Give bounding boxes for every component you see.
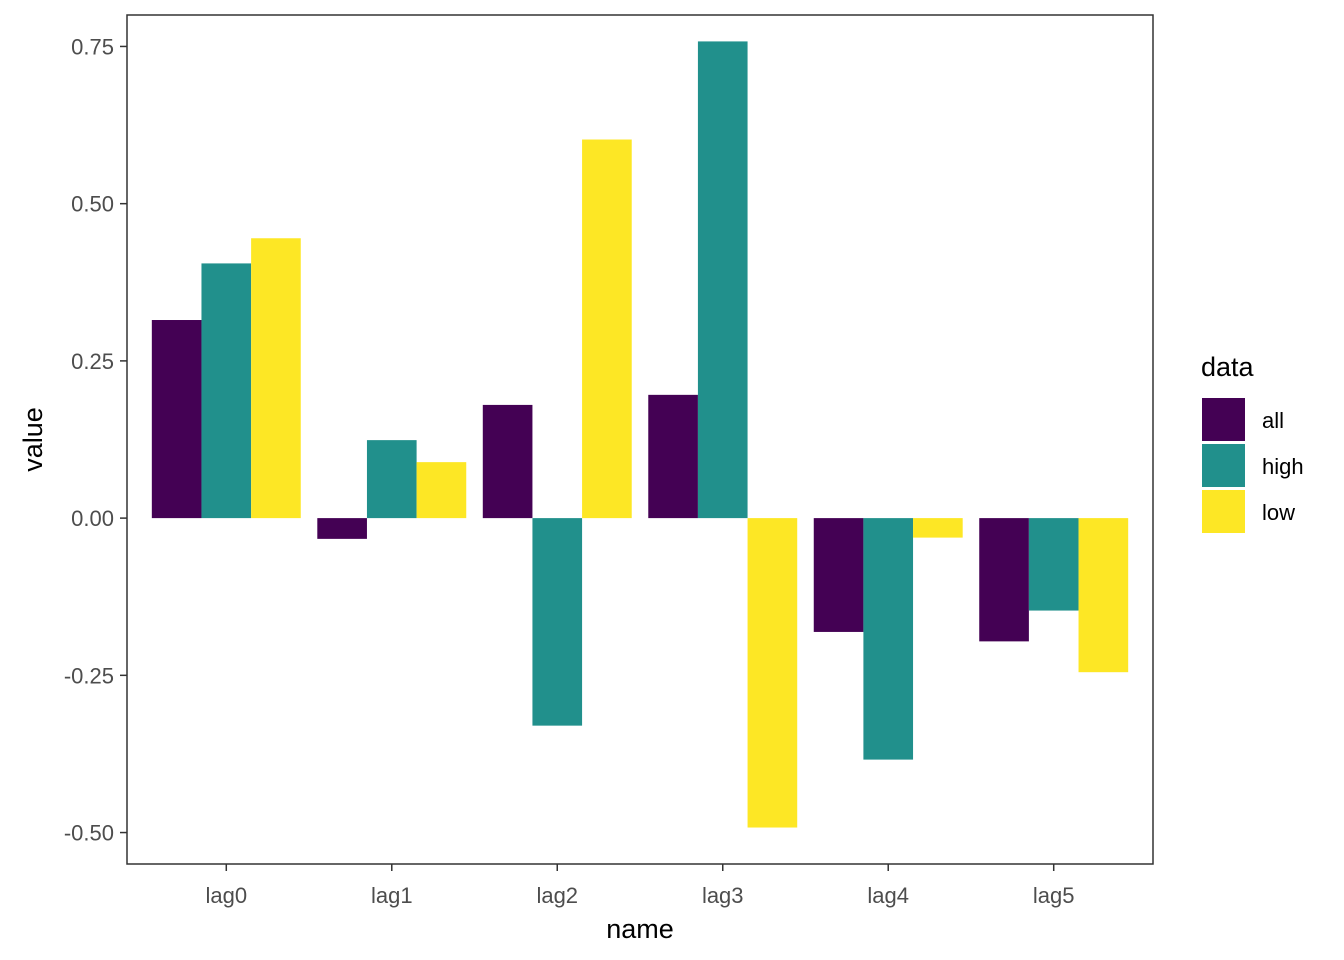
y-tick-label: 0.75 [71, 34, 114, 59]
bar-lag4-all [813, 518, 864, 632]
x-axis: lag0 lag1 lag2 lag3 lag4 lag5 [205, 864, 1075, 908]
legend-key-high [1202, 444, 1245, 487]
x-tick-label: lag1 [371, 883, 413, 908]
panel-border [126, 14, 1154, 865]
legend-title: data [1201, 352, 1255, 382]
y-tick-label: 0.25 [71, 349, 114, 374]
bar-lag5-low [1078, 518, 1129, 673]
bar-lag1-all [317, 518, 367, 539]
bar-lag2-all [482, 404, 533, 519]
x-tick-label: lag5 [1033, 883, 1075, 908]
bar-lag1-low [416, 462, 467, 519]
legend: data all high low [1201, 352, 1304, 533]
bar-lag3-high [697, 41, 748, 519]
bar-lag1-high [366, 440, 417, 519]
legend-label-low: low [1262, 500, 1295, 525]
y-tick-label: -0.25 [64, 663, 114, 688]
x-tick-label: lag3 [702, 883, 744, 908]
bar-lag0-high [201, 263, 252, 519]
legend-key-low [1202, 490, 1245, 533]
x-axis-title: name [606, 914, 674, 944]
y-tick-label: 0.00 [71, 506, 114, 531]
bar-lag2-low [582, 139, 632, 519]
x-tick-label: lag2 [536, 883, 578, 908]
bar-lag4-high [863, 518, 914, 760]
legend-label-all: all [1262, 408, 1284, 433]
y-tick-label: 0.50 [71, 192, 114, 217]
x-tick-label: lag0 [205, 883, 247, 908]
y-tick-label: -0.50 [64, 821, 114, 846]
bar-lag0-low [251, 238, 301, 519]
legend-key-all [1202, 398, 1245, 441]
bar-lag3-all [648, 394, 698, 519]
bar-lag2-high [532, 518, 583, 726]
legend-label-high: high [1262, 454, 1304, 479]
bar-lag4-low [913, 518, 963, 538]
bars-group [151, 41, 1129, 828]
bar-lag5-high [1028, 518, 1079, 611]
x-tick-label: lag4 [867, 883, 909, 908]
bar-lag0-all [151, 320, 202, 519]
y-axis-title: value [18, 407, 48, 472]
bar-lag5-all [979, 518, 1029, 642]
y-axis: -0.50 -0.25 0.00 0.25 0.50 0.75 [64, 34, 127, 846]
bar-lag3-low [747, 518, 798, 828]
